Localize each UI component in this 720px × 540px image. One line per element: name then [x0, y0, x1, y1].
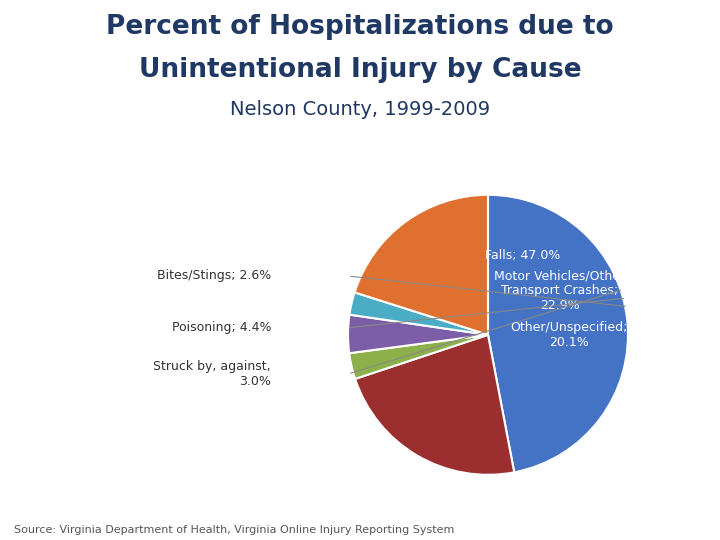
Wedge shape [488, 195, 628, 472]
Text: Source: Virginia Department of Health, Virginia Online Injury Reporting System: Source: Virginia Department of Health, V… [14, 524, 455, 535]
Text: Falls; 47.0%: Falls; 47.0% [485, 249, 560, 262]
Wedge shape [349, 292, 488, 335]
Text: Nelson County, 1999-2009: Nelson County, 1999-2009 [230, 100, 490, 119]
Wedge shape [354, 195, 488, 335]
Text: Motor Vehicles/Other
Transport Crashes;
22.9%: Motor Vehicles/Other Transport Crashes; … [494, 269, 625, 312]
Text: Bites/Stings; 2.6%: Bites/Stings; 2.6% [157, 269, 271, 282]
Text: Struck by, against,
3.0%: Struck by, against, 3.0% [153, 360, 271, 388]
Wedge shape [355, 335, 514, 475]
Text: Unintentional Injury by Cause: Unintentional Injury by Cause [139, 57, 581, 83]
Text: Percent of Hospitalizations due to: Percent of Hospitalizations due to [106, 14, 614, 39]
Text: Other/Unspecified;
20.1%: Other/Unspecified; 20.1% [510, 321, 628, 349]
Text: Poisoning; 4.4%: Poisoning; 4.4% [171, 321, 271, 334]
Wedge shape [348, 315, 488, 353]
Wedge shape [349, 335, 488, 379]
